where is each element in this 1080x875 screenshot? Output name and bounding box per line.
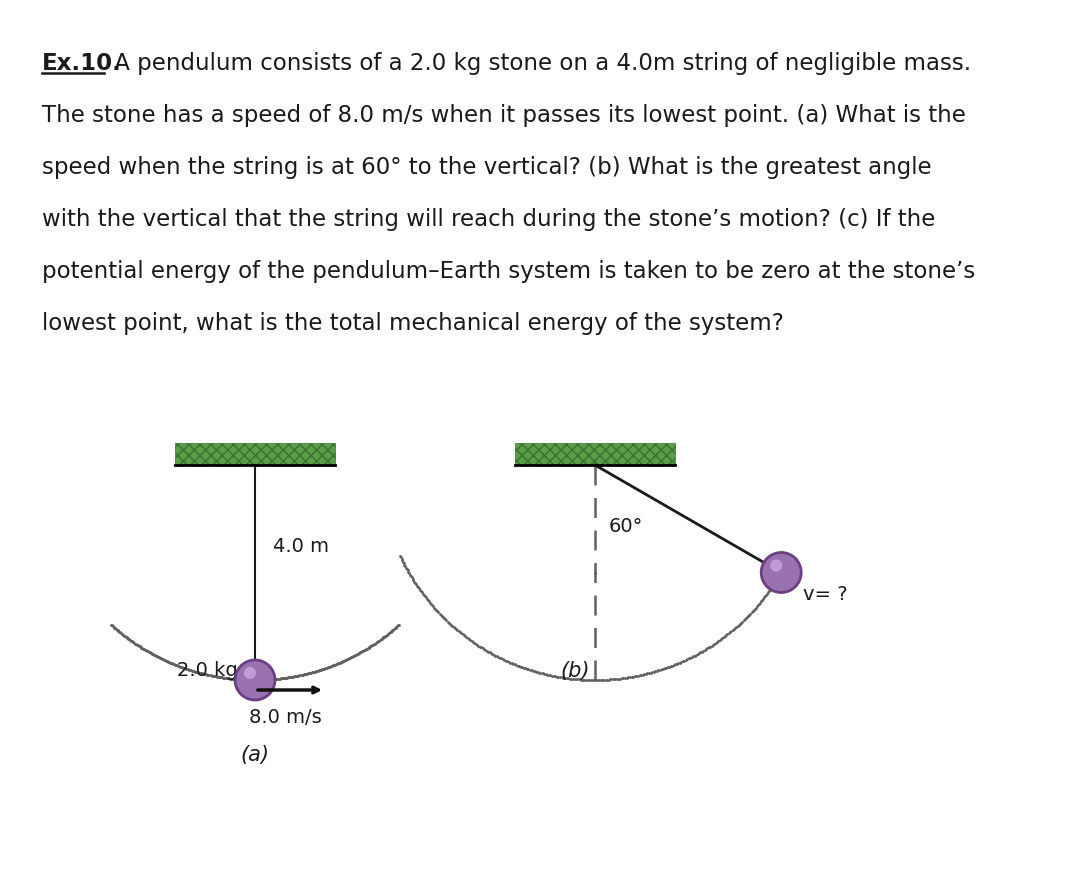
Circle shape — [235, 660, 275, 700]
Circle shape — [761, 552, 801, 592]
Text: The stone has a speed of 8.0 m/s when it passes its lowest point. (a) What is th: The stone has a speed of 8.0 m/s when it… — [42, 104, 966, 127]
Text: 8.0 m/s: 8.0 m/s — [248, 708, 322, 727]
Text: (b): (b) — [561, 662, 590, 682]
Text: (a): (a) — [241, 745, 270, 765]
Bar — [515, 443, 675, 465]
Circle shape — [770, 559, 782, 571]
Text: 60°: 60° — [609, 517, 644, 536]
Text: lowest point, what is the total mechanical energy of the system?: lowest point, what is the total mechanic… — [42, 312, 784, 335]
Text: v= ?: v= ? — [804, 584, 848, 604]
Text: Ex.10.: Ex.10. — [42, 52, 122, 75]
Circle shape — [244, 667, 256, 679]
Text: speed when the string is at 60° to the vertical? (b) What is the greatest angle: speed when the string is at 60° to the v… — [42, 156, 932, 179]
Text: with the vertical that the string will reach during the stone’s motion? (c) If t: with the vertical that the string will r… — [42, 208, 935, 231]
Text: 4.0 m: 4.0 m — [273, 537, 329, 556]
Text: 2.0 kg: 2.0 kg — [177, 661, 238, 680]
Bar — [175, 443, 335, 465]
Text: potential energy of the pendulum–Earth system is taken to be zero at the stone’s: potential energy of the pendulum–Earth s… — [42, 260, 975, 283]
Text: A pendulum consists of a 2.0 kg stone on a 4.0m string of negligible mass.: A pendulum consists of a 2.0 kg stone on… — [107, 52, 971, 75]
